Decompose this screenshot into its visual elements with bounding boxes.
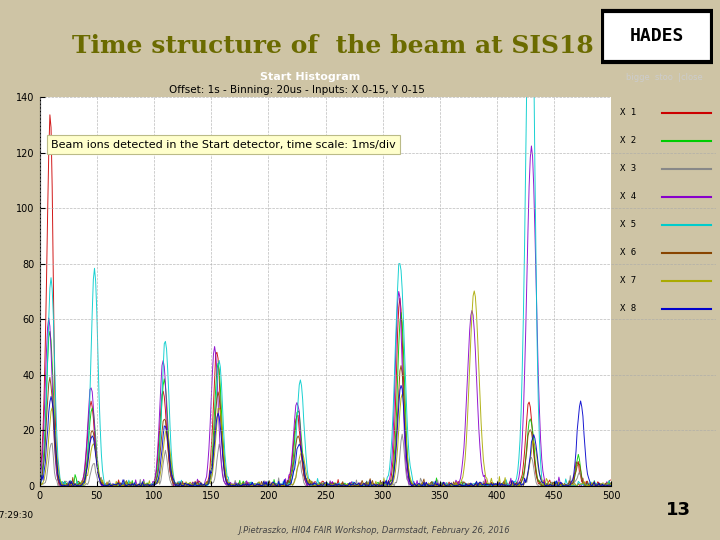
Text: J.Pietraszko, HI04 FAIR Workshop, Darmstadt, February 26, 2016: J.Pietraszko, HI04 FAIR Workshop, Darmst…: [238, 526, 510, 535]
FancyBboxPatch shape: [603, 11, 711, 62]
Text: Time structure of  the beam at SIS18: Time structure of the beam at SIS18: [72, 34, 594, 58]
Text: Offset: 1s - Binning: 20us - Inputs: X 0-15, Y 0-15: Offset: 1s - Binning: 20us - Inputs: X 0…: [169, 85, 425, 95]
Text: bigge  stoo  |close: bigge stoo |close: [626, 73, 703, 82]
Text: Start Histogram: Start Histogram: [260, 72, 361, 83]
Text: X 8: X 8: [620, 304, 636, 313]
Text: 17:29:30: 17:29:30: [0, 511, 34, 520]
Text: X 1: X 1: [620, 108, 636, 117]
Text: Beam ions detected in the Start detector, time scale: 1ms/div: Beam ions detected in the Start detector…: [51, 140, 396, 150]
Text: X 2: X 2: [620, 136, 636, 145]
Text: X 6: X 6: [620, 248, 636, 257]
Text: X 5: X 5: [620, 220, 636, 229]
Text: X 4: X 4: [620, 192, 636, 201]
Text: X 7: X 7: [620, 276, 636, 285]
Text: 13: 13: [666, 501, 691, 519]
Text: HADES: HADES: [630, 28, 684, 45]
Text: X 3: X 3: [620, 164, 636, 173]
